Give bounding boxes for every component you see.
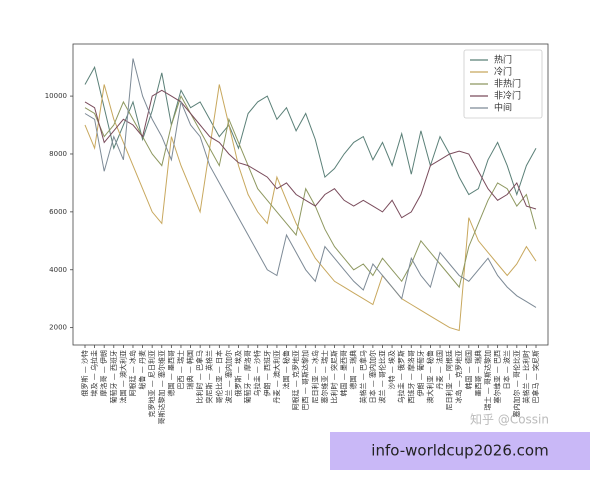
legend-label: 中间 [494,102,512,114]
x-tick-label: 日本 — 波兰 [502,350,511,389]
x-tick-label: 阿根廷 — 冰岛 [128,350,137,396]
x-tick-label: 澳大利亚 — 秘鲁 [425,350,434,403]
x-tick-label: 塞内加尔 — 哥伦比亚 [512,350,521,417]
banner-text: info-worldcup2026.com [371,442,548,460]
x-tick-label: 德国 — 墨西哥 [166,350,175,396]
banner-box [330,432,590,470]
x-tick-label: 塞尔维亚 — 巴西 [493,350,502,403]
y-tick-label: 6000 [49,208,67,216]
x-tick-label: 尼日利亚 — 冰岛 [310,350,319,403]
x-tick-label: 波兰 — 哥伦比亚 [377,350,386,403]
x-tick-label: 突尼斯 — 英格兰 [205,350,214,403]
y-tick-label: 2000 [49,324,67,332]
x-tick-label: 哥斯达黎加 — 塞尔维亚 [157,350,166,424]
x-tick-label: 巴西 — 哥斯达黎加 [301,350,310,410]
x-tick-label: 埃及 — 乌拉圭 [90,350,99,396]
plot-frame [72,43,549,346]
watermark: 知乎 @Cossin [470,413,549,427]
series-line [84,65,537,197]
x-tick-label: 俄罗斯 — 埃及 [234,350,243,396]
x-tick-label: 阿根廷 — 克罗地亚 [291,350,300,410]
x-tick-label: 瑞士 — 哥斯达黎加 [483,350,492,410]
x-tick-label: 丹麦 — 澳大利亚 [272,350,281,403]
legend-label: 非冷门 [494,90,521,102]
x-tick-label: 俄罗斯 — 沙特 [80,350,89,396]
x-tick-label: 英格兰 — 巴拿马 [358,350,367,403]
x-tick-label: 摩洛哥 — 伊朗 [99,350,108,396]
x-tick-label: 日本 — 塞内加尔 [368,350,377,403]
x-tick-label: 乌拉圭 — 沙特 [253,350,262,396]
x-tick-label: 秘鲁 — 丹麦 [138,350,147,389]
x-tick-label: 葡萄牙 — 西班牙 [109,350,118,403]
x-tick-label: 西班牙 — 摩洛哥 [406,350,415,403]
x-tick-label: 冰岛 — 克罗地亚 [454,350,463,403]
x-tick-label: 比利时 — 突尼斯 [329,350,338,403]
x-tick-label: 尼日利亚 — 阿根廷 [445,350,454,410]
x-tick-label: 瑞典 — 韩国 [186,350,195,389]
x-tick-label: 葡萄牙 — 摩洛哥 [243,350,252,403]
x-tick-label: 韩国 — 德国 [464,350,473,389]
x-tick-label: 沙特 — 埃及 [387,350,396,389]
x-tick-label: 比利时 — 巴拿马 [195,350,204,403]
legend-label: 冷门 [494,66,512,78]
x-tick-label: 塞尔维亚 — 瑞士 [320,350,329,403]
x-tick-label: 墨西哥 — 瑞典 [473,350,482,396]
x-tick-label: 英格兰 — 比利时 [521,350,530,403]
x-tick-label: 巴拿马 — 突尼斯 [531,350,540,403]
x-tick-label: 哥伦比亚 — 日本 [214,350,223,403]
series-line [84,94,537,289]
x-tick-label: 法国 — 澳大利亚 [118,350,127,403]
y-tick-label: 4000 [49,266,67,274]
legend-box [463,49,543,119]
x-tick-label: 伊朗 — 西班牙 [262,350,271,396]
x-tick-label: 法国 — 秘鲁 [282,350,291,389]
legend-label: 非热门 [494,78,521,90]
y-tick-label: 10000 [45,92,67,100]
x-tick-label: 伊朗 — 葡萄牙 [416,350,425,396]
y-tick-label: 8000 [49,150,67,158]
x-tick-label: 丹麦 — 法国 [435,350,444,389]
x-tick-label: 乌拉圭 — 俄罗斯 [397,350,406,403]
series-line [84,58,537,308]
x-tick-label: 德国 — 瑞典 [349,350,358,389]
x-tick-label: 韩国 — 墨西哥 [339,350,348,396]
x-tick-label: 巴西 — 瑞士 [176,350,185,389]
legend-label: 热门 [494,54,512,66]
series-line [84,89,537,219]
x-tick-label: 波兰 — 塞内加尔 [224,350,233,403]
x-tick-label: 克罗地亚 — 尼日利亚 [147,350,156,417]
series-line [84,84,537,332]
